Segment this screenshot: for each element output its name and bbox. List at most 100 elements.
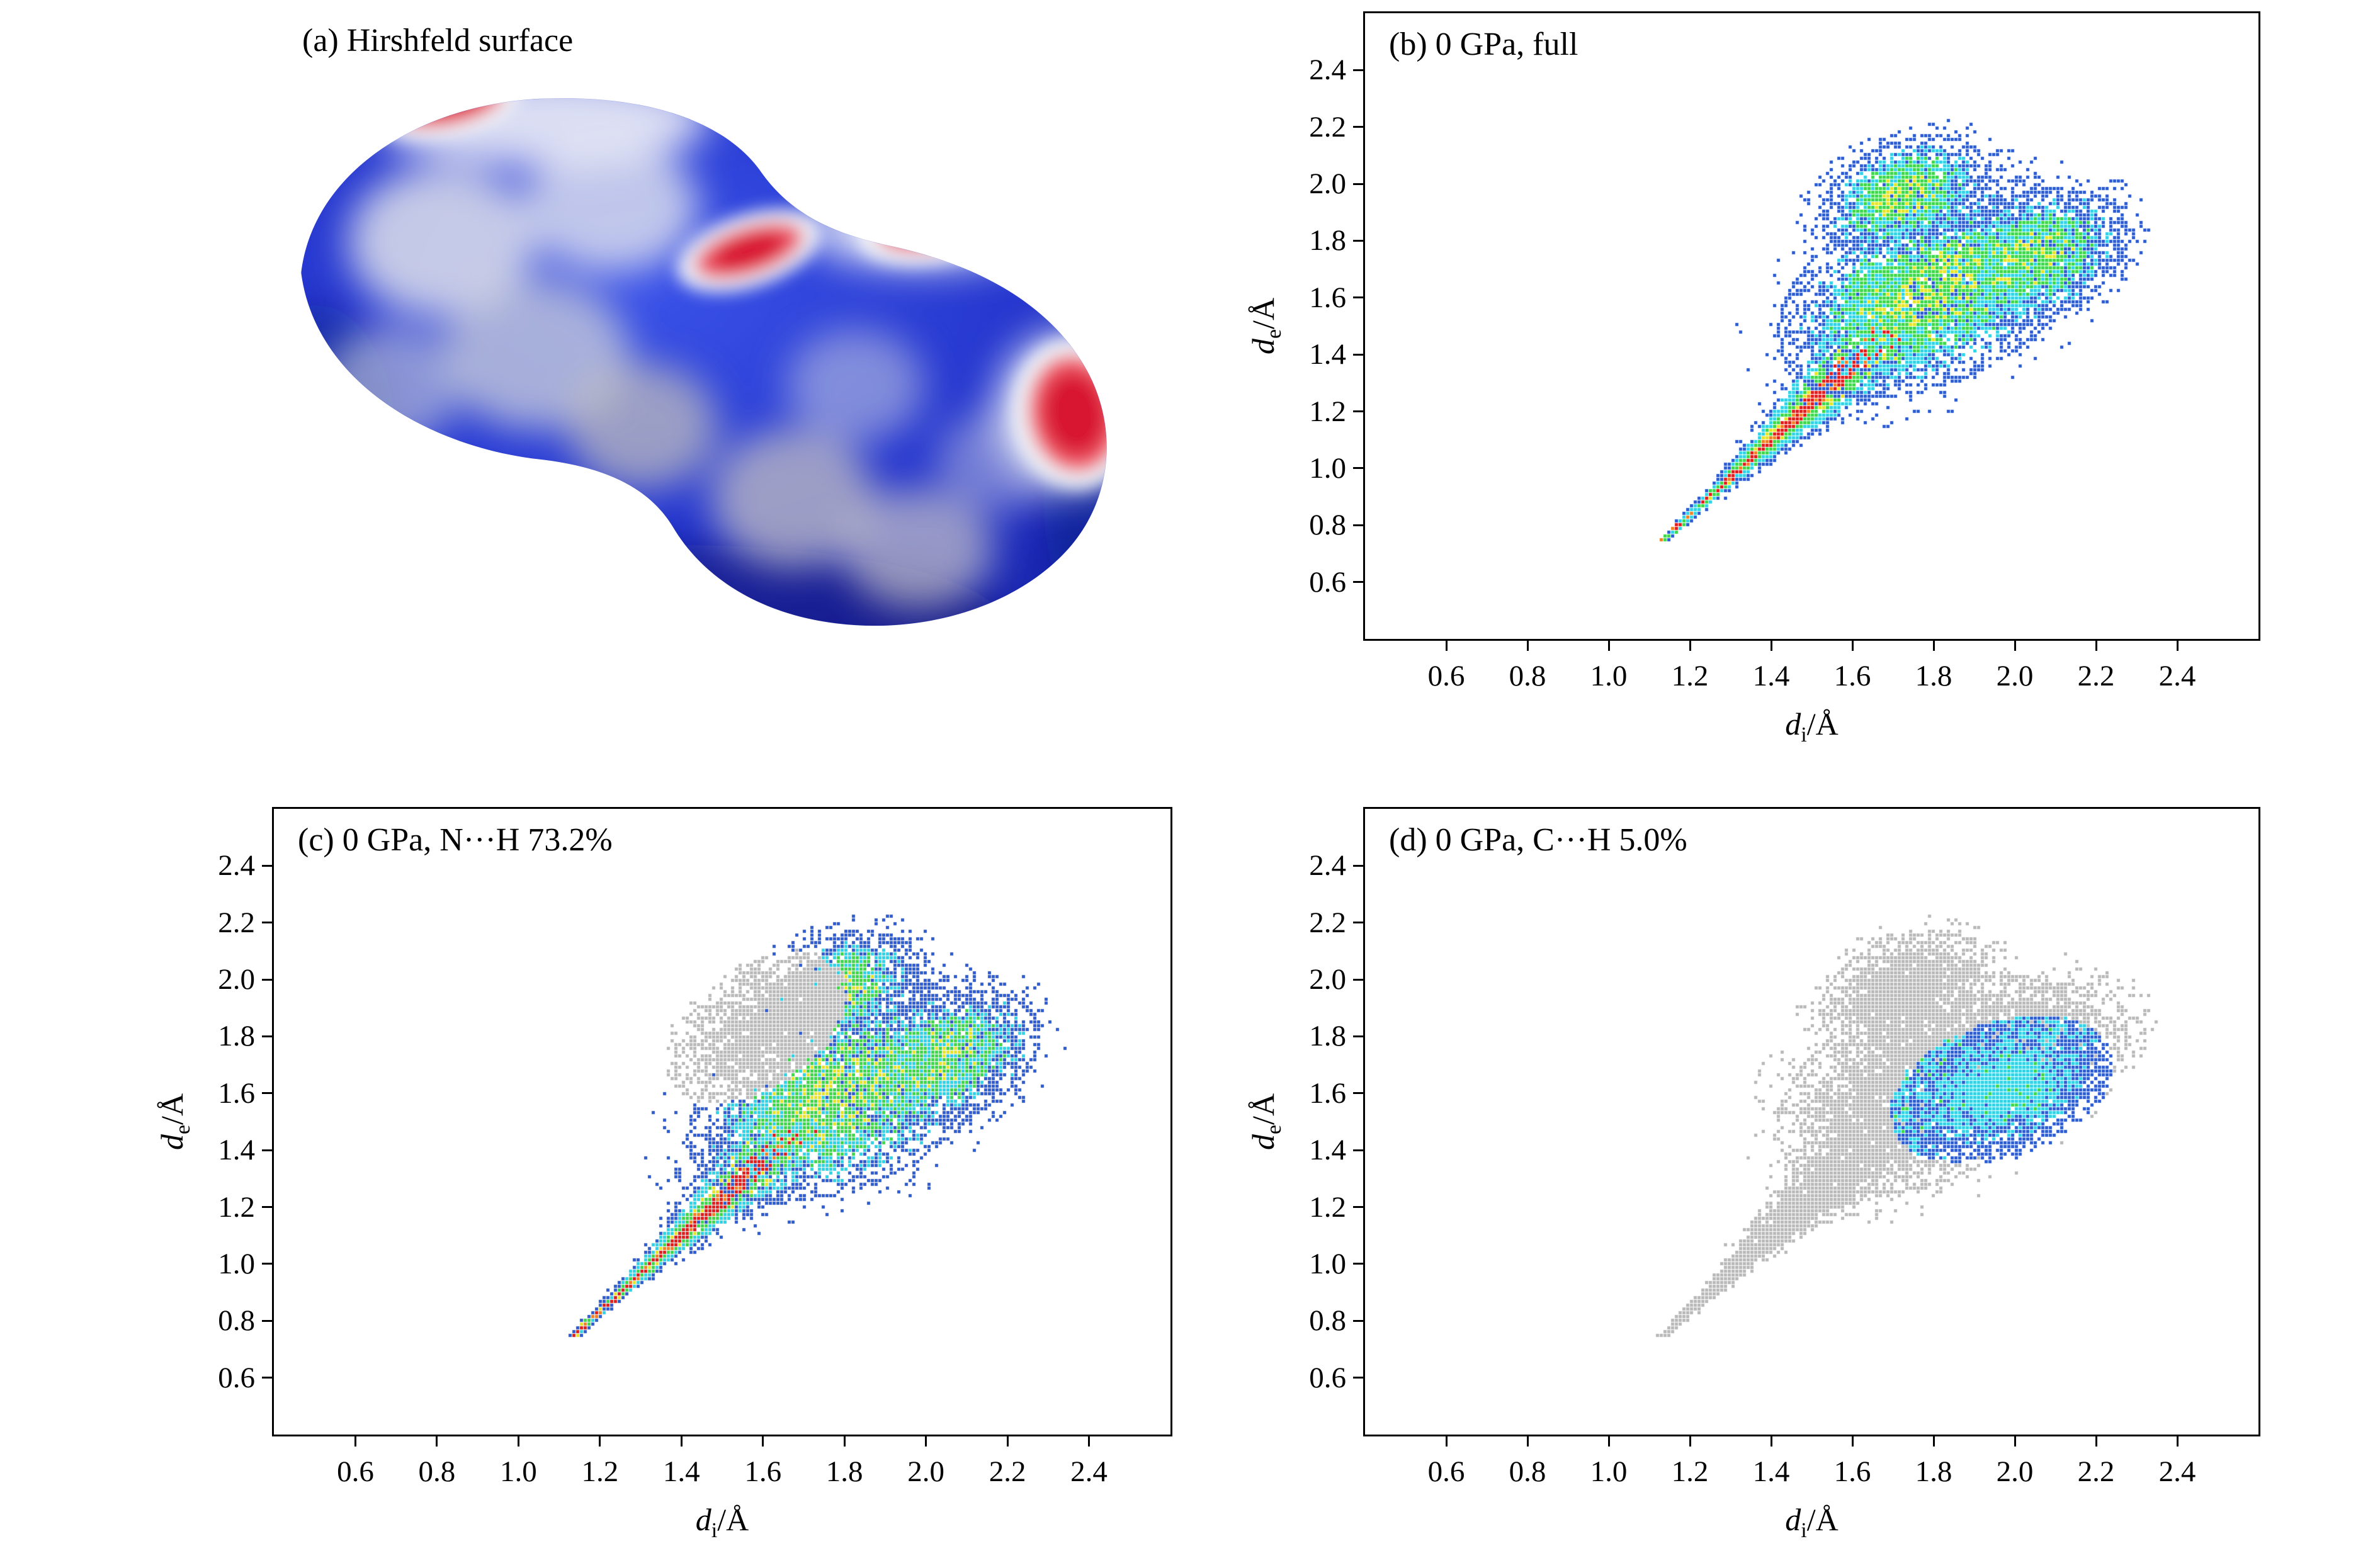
x-tick-label: 0.8 [418,1455,456,1488]
y-tick-mark [1353,126,1364,128]
y-axis-label: de/Å [154,1093,195,1151]
y-tick-mark [262,1319,273,1322]
x-tick-label: 2.0 [1996,660,2034,692]
x-tick-mark [1932,1436,1935,1447]
x-tick-label: 1.6 [1833,1455,1871,1488]
x-tick-mark [2095,1436,2097,1447]
x-tick-label: 2.4 [2158,660,2196,692]
x-tick-mark [1526,1436,1529,1447]
panel-d: (d) 0 GPa, C···H 5.0% de/Å di/Å 0.6 0.6 0.… [1245,807,2260,1542]
y-tick-label: 1.0 [1309,451,1346,485]
fingerprint-plot-c [274,809,1170,1435]
y-tick-mark [1353,467,1364,470]
y-tick-mark [1353,69,1364,71]
y-tick-mark [262,864,273,867]
x-tick-label: 1.0 [1590,1455,1628,1488]
x-tick-label: 1.8 [1915,660,1952,692]
y-tick-label: 1.4 [218,1134,255,1167]
x-tick-label: 2.4 [2158,1455,2196,1488]
y-tick-mark [262,1035,273,1037]
x-tick-label: 1.2 [1671,660,1709,692]
y-tick-label: 2.4 [1309,54,1346,87]
y-tick-mark [1353,581,1364,584]
x-tick-mark [1445,1436,1448,1447]
x-tick-mark [2176,640,2179,651]
x-tick-mark [2176,1436,2179,1447]
y-tick-mark [1353,1092,1364,1095]
x-axis-label: di/Å [1785,706,1839,747]
y-tick-label: 1.4 [1309,1134,1346,1167]
y-tick-mark [262,1149,273,1151]
y-tick-label: 1.8 [218,1020,255,1053]
y-tick-label: 1.4 [1309,338,1346,371]
y-tick-label: 2.4 [1309,849,1346,883]
y-tick-mark [262,1092,273,1095]
y-tick-label: 0.8 [1309,509,1346,542]
x-tick-mark [1851,640,1854,651]
x-tick-mark [517,1436,519,1447]
x-tick-label: 1.6 [744,1455,782,1488]
x-tick-mark [2014,1436,2016,1447]
x-axis-label: di/Å [1785,1502,1839,1542]
x-tick-mark [843,1436,846,1447]
y-tick-label: 2.2 [1309,906,1346,939]
y-tick-mark [262,1206,273,1209]
fingerprint-plot-b [1365,13,2258,639]
x-tick-label: 1.0 [499,1455,537,1488]
y-tick-mark [262,1263,273,1265]
x-tick-mark [1006,1436,1009,1447]
y-tick-label: 1.2 [1309,395,1346,428]
y-tick-label: 1.0 [1309,1247,1346,1280]
y-tick-label: 0.8 [218,1304,255,1338]
x-tick-mark [1526,640,1529,651]
panel-d-label: (d) 0 GPa, C···H 5.0% [1389,822,1687,858]
x-tick-mark [762,1436,764,1447]
y-tick-mark [1353,1206,1364,1209]
y-tick-mark [1353,183,1364,185]
x-tick-mark [1607,640,1610,651]
y-tick-mark [1353,1149,1364,1151]
y-tick-mark [1353,1377,1364,1379]
x-tick-mark [1445,640,1448,651]
x-tick-mark [1607,1436,1610,1447]
x-tick-label: 2.2 [2077,660,2115,692]
x-tick-label: 1.8 [825,1455,863,1488]
x-tick-label: 2.0 [907,1455,944,1488]
x-tick-label: 1.2 [581,1455,619,1488]
y-tick-mark [1353,922,1364,924]
y-tick-label: 2.2 [1309,110,1346,144]
y-tick-label: 0.6 [1309,1361,1346,1394]
y-tick-mark [1353,524,1364,526]
y-axis-label: de/Å [1245,1093,1286,1151]
x-tick-label: 1.4 [1752,660,1790,692]
y-tick-mark [1353,1035,1364,1037]
x-tick-mark [925,1436,927,1447]
x-tick-mark [680,1436,683,1447]
y-tick-mark [262,978,273,981]
y-tick-mark [262,922,273,924]
fingerprint-plot-d [1365,809,2258,1435]
x-tick-label: 2.0 [1996,1455,2034,1488]
x-tick-label: 0.6 [1427,660,1465,692]
x-tick-mark [1851,1436,1854,1447]
x-tick-mark [599,1436,601,1447]
y-tick-label: 1.2 [218,1190,255,1224]
panel-c: (c) 0 GPa, N···H 73.2% de/Å di/Å 0.6 0.6 0… [154,807,1172,1542]
y-tick-label: 1.6 [1309,281,1346,314]
y-tick-mark [1353,978,1364,981]
x-tick-mark [436,1436,438,1447]
panel-c-label: (c) 0 GPa, N···H 73.2% [298,822,613,858]
panel-b: (b) 0 GPa, full de/Å di/Å 0.6 0.6 0.8 0.8 1.… [1245,11,2260,747]
panel-b-label: (b) 0 GPa, full [1389,26,1578,62]
y-tick-label: 1.8 [1309,224,1346,257]
y-axis-label: de/Å [1245,297,1286,355]
y-tick-mark [1353,1263,1364,1265]
y-tick-mark [1353,239,1364,242]
x-tick-mark [1770,640,1772,651]
x-tick-mark [354,1436,356,1447]
y-tick-label: 1.0 [218,1247,255,1280]
x-axis-label: di/Å [695,1502,749,1542]
x-tick-label: 1.0 [1590,660,1628,692]
y-tick-label: 2.4 [218,849,255,883]
y-tick-label: 0.6 [1309,565,1346,599]
